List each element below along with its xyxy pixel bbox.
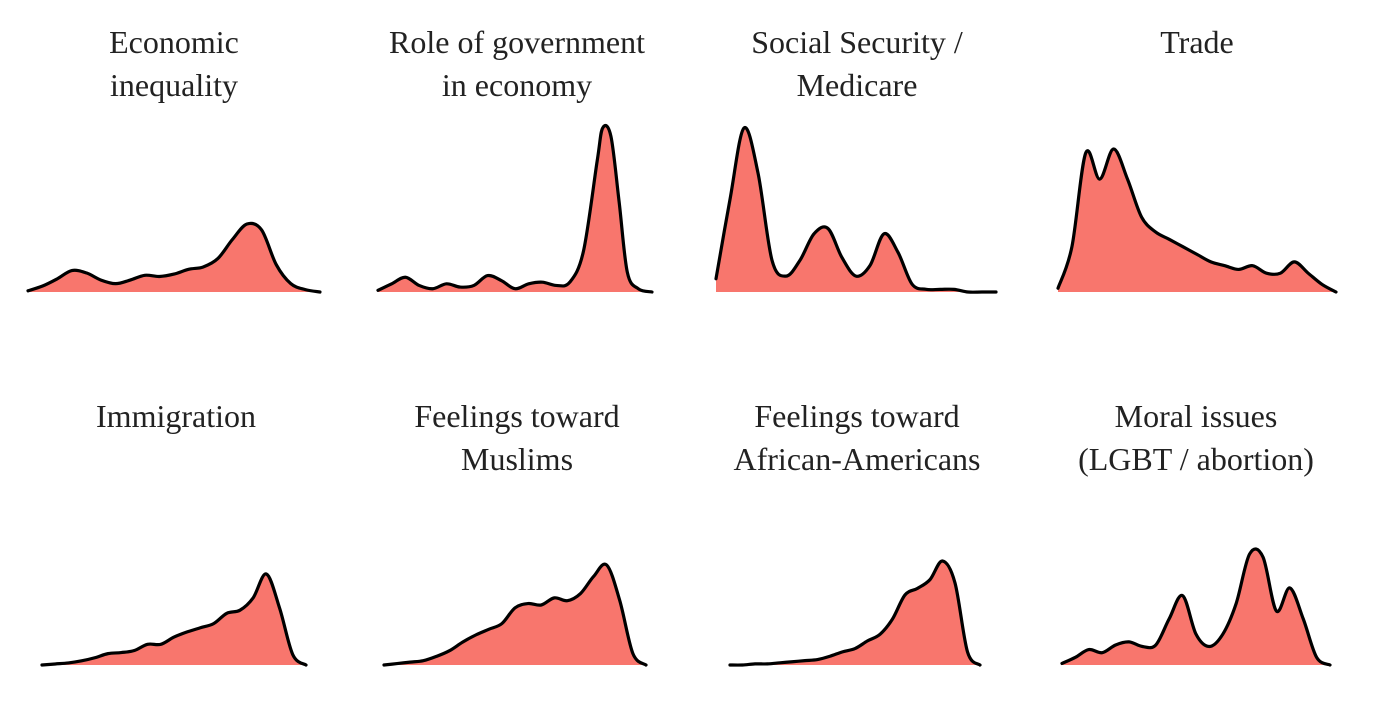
density-area <box>384 564 646 665</box>
panel-title-line: Social Security / <box>751 24 963 60</box>
density-area <box>730 560 980 666</box>
panel-title: Moral issues (LGBT / abortion) <box>996 395 1396 481</box>
density-line <box>382 562 648 667</box>
panel-title-line: (LGBT / abortion) <box>1078 441 1314 477</box>
density-line <box>1060 547 1332 667</box>
panel-title: Role of government in economy <box>317 21 717 107</box>
panel-title-line: Economic <box>109 24 239 60</box>
panel-title-line: inequality <box>110 67 238 103</box>
density-area <box>1062 548 1330 665</box>
panel-title: Feelings toward African-Americans <box>657 395 1057 481</box>
panel-title-line: Muslims <box>460 441 574 477</box>
panel-title-line: Feelings toward <box>414 398 620 434</box>
panel-title: Trade <box>997 21 1397 64</box>
panel-title-line: in economy <box>441 67 593 103</box>
panel-title-line: Medicare <box>796 67 918 103</box>
panel-title-line: Feelings toward <box>754 398 960 434</box>
density-line <box>728 559 982 667</box>
density-area <box>1058 149 1336 292</box>
panel-title: Economic inequality <box>0 21 374 107</box>
density-line <box>1056 147 1338 294</box>
panel-title: Immigration <box>0 395 376 438</box>
density-area <box>378 125 652 293</box>
panel-title: Feelings toward Muslims <box>317 395 717 481</box>
density-line <box>26 221 322 294</box>
panel-title-line: Role of government <box>389 24 645 60</box>
panel-title-line: Trade <box>1160 24 1234 60</box>
panel-title: Social Security / Medicare <box>657 21 1057 107</box>
panel-title-line: African-Americans <box>733 441 981 477</box>
panel-title-line: Immigration <box>96 398 256 434</box>
density-area <box>42 573 306 665</box>
panel-title-line: Moral issues <box>1114 398 1278 434</box>
density-line <box>714 126 998 294</box>
density-line <box>40 572 308 667</box>
density-line <box>376 124 654 294</box>
density-area <box>716 127 996 293</box>
density-area <box>28 223 320 292</box>
